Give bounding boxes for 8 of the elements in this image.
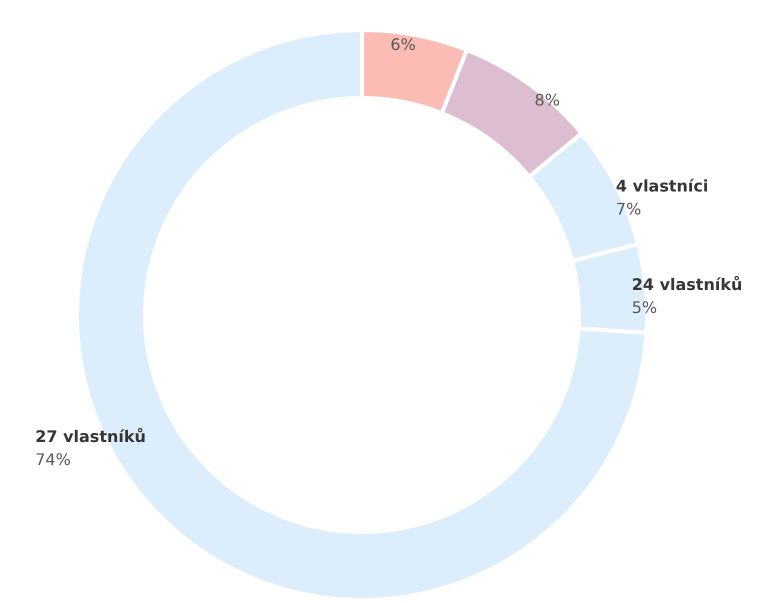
data-label: 7% [616, 200, 642, 219]
slice-label: 27 vlastníků [35, 427, 146, 446]
data-label: 5% [632, 298, 658, 318]
data-label: 8% [534, 90, 560, 110]
slice-label: 24 vlastníků [632, 275, 742, 294]
data-label: 74% [35, 450, 71, 470]
slice-label: 4 vlastníci [616, 176, 708, 196]
data-label: 6% [390, 35, 416, 54]
